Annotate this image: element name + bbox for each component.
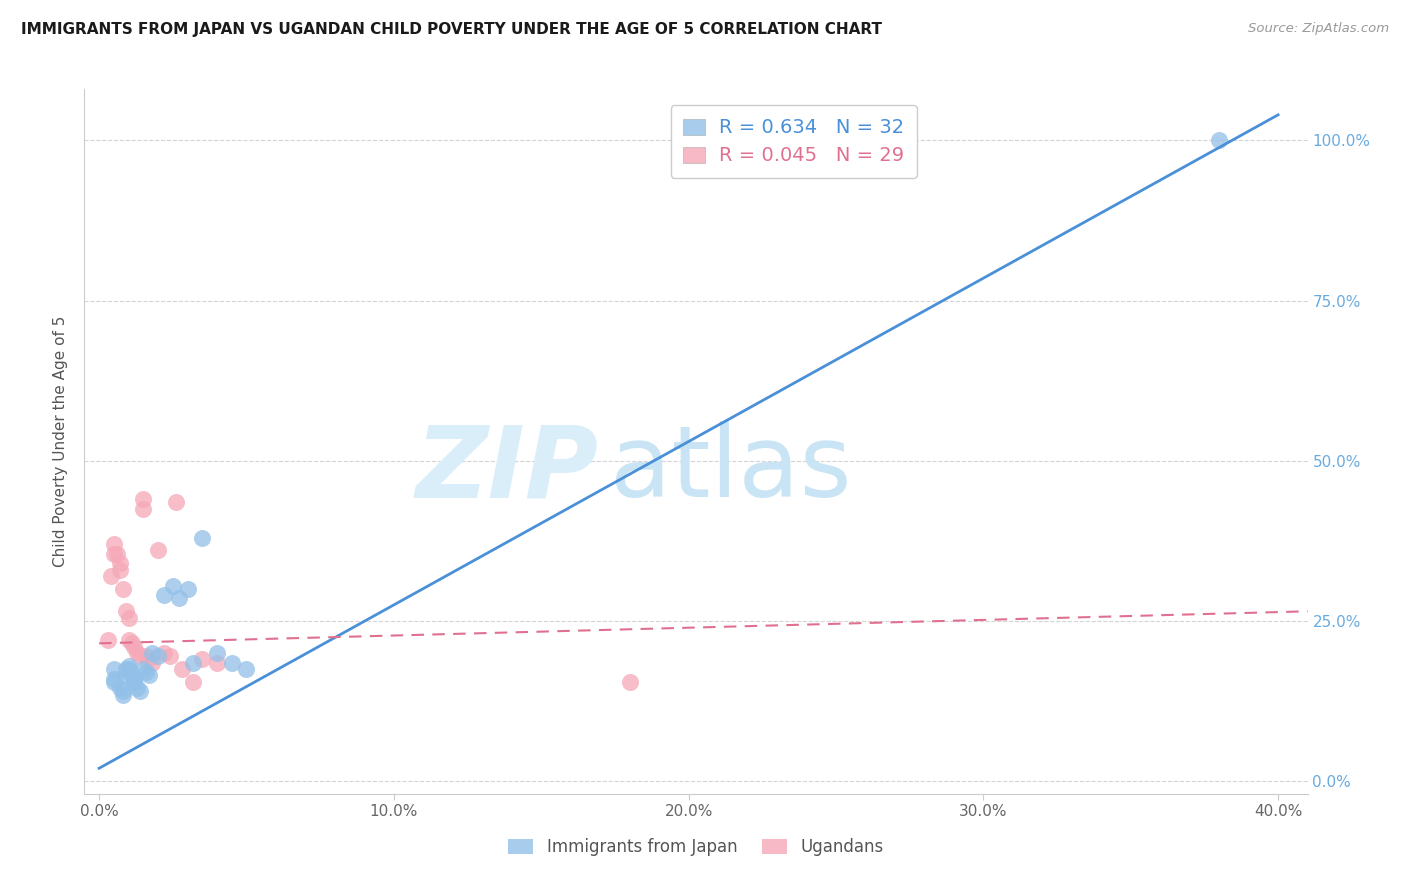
Point xyxy=(153,588,176,602)
Point xyxy=(97,633,120,648)
Point xyxy=(162,579,184,593)
Point xyxy=(191,531,214,545)
Point xyxy=(108,681,131,696)
Point xyxy=(124,672,146,686)
Point xyxy=(114,604,136,618)
Point xyxy=(127,646,149,660)
Point xyxy=(153,646,176,660)
Point xyxy=(117,610,139,624)
Text: Source: ZipAtlas.com: Source: ZipAtlas.com xyxy=(1249,22,1389,36)
Point xyxy=(103,662,125,676)
Y-axis label: Child Poverty Under the Age of 5: Child Poverty Under the Age of 5 xyxy=(53,316,69,567)
Text: IMMIGRANTS FROM JAPAN VS UGANDAN CHILD POVERTY UNDER THE AGE OF 5 CORRELATION CH: IMMIGRANTS FROM JAPAN VS UGANDAN CHILD P… xyxy=(21,22,882,37)
Point xyxy=(117,633,139,648)
Point xyxy=(117,665,139,680)
Point xyxy=(135,649,157,664)
Point xyxy=(170,662,193,676)
Point xyxy=(855,153,877,167)
Point xyxy=(132,492,155,507)
Point xyxy=(167,591,190,606)
Point xyxy=(146,543,169,558)
Point xyxy=(141,656,163,670)
Point xyxy=(221,656,243,670)
Point xyxy=(124,674,146,689)
Point xyxy=(111,684,134,698)
Point xyxy=(235,662,257,676)
Point xyxy=(619,674,641,689)
Point xyxy=(103,674,125,689)
Point xyxy=(105,547,128,561)
Point xyxy=(183,674,205,689)
Point xyxy=(146,649,169,664)
Point xyxy=(138,652,160,666)
Point xyxy=(135,665,157,680)
Point xyxy=(114,662,136,676)
Point xyxy=(191,652,214,666)
Point xyxy=(111,582,134,596)
Point xyxy=(108,556,131,570)
Point xyxy=(129,684,152,698)
Point xyxy=(103,547,125,561)
Point xyxy=(124,640,146,654)
Point xyxy=(100,569,122,583)
Point xyxy=(129,649,152,664)
Point xyxy=(111,688,134,702)
Point xyxy=(117,658,139,673)
Point xyxy=(141,646,163,660)
Point xyxy=(127,681,149,696)
Point xyxy=(132,501,155,516)
Point xyxy=(103,672,125,686)
Point xyxy=(132,662,155,676)
Point xyxy=(121,668,143,682)
Text: ZIP: ZIP xyxy=(415,421,598,518)
Point xyxy=(205,646,228,660)
Point xyxy=(205,656,228,670)
Point xyxy=(138,668,160,682)
Point xyxy=(121,636,143,650)
Point xyxy=(108,563,131,577)
Point xyxy=(103,537,125,551)
Text: atlas: atlas xyxy=(610,421,852,518)
Legend: Immigrants from Japan, Ugandans: Immigrants from Japan, Ugandans xyxy=(502,831,890,863)
Point xyxy=(159,649,181,664)
Point xyxy=(1208,133,1230,147)
Point xyxy=(114,668,136,682)
Point xyxy=(165,495,187,509)
Point xyxy=(176,582,198,596)
Point xyxy=(183,656,205,670)
Point xyxy=(117,662,139,676)
